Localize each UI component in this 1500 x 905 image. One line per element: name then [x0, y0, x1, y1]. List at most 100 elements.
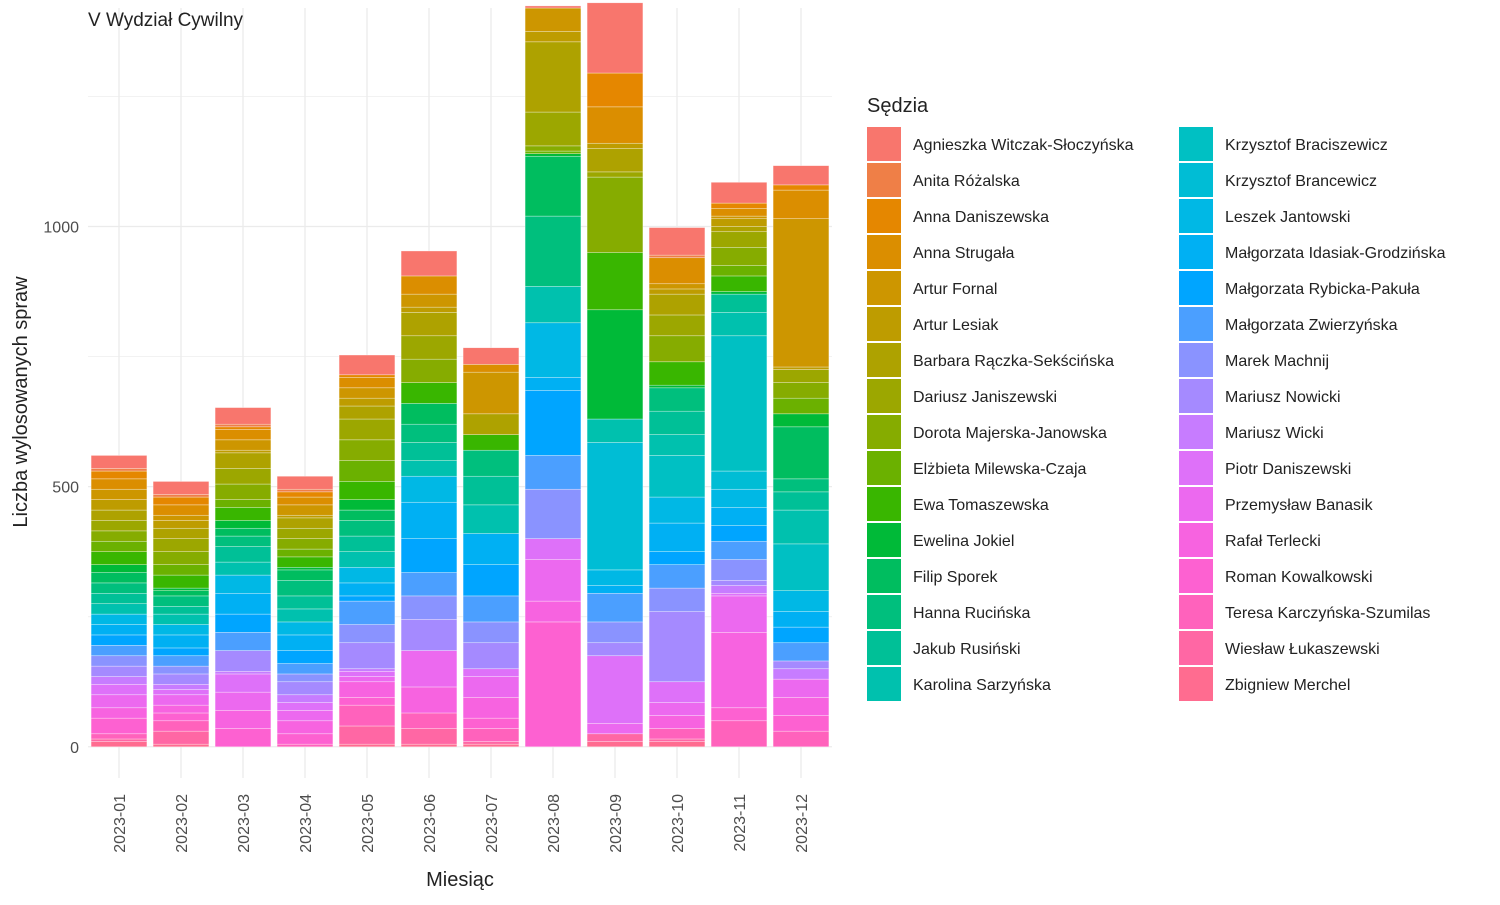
- legend-item: Ewa Tomaszewska: [867, 487, 1049, 521]
- bar-segment: [276, 504, 334, 516]
- bar-segment: [524, 538, 582, 560]
- bar-segment: [400, 595, 458, 620]
- legend-swatch: [1179, 451, 1213, 485]
- legend-swatch: [867, 487, 901, 521]
- x-tick-label: 2023-02: [174, 794, 191, 853]
- bar-segment: [338, 374, 396, 378]
- legend-item: Małgorzata Idasiak-Grodzińska: [1179, 235, 1446, 269]
- bar-segment: [152, 655, 210, 667]
- y-tick-label: 1000: [43, 220, 79, 237]
- legend-swatch: [867, 235, 901, 269]
- bar-segment: [338, 387, 396, 399]
- bar-segment: [276, 733, 334, 745]
- bar-segment: [214, 483, 272, 500]
- bar-segment: [214, 527, 272, 537]
- bar-segment: [400, 442, 458, 461]
- bar-segment: [648, 314, 706, 337]
- bar-segment: [462, 741, 520, 745]
- legend-label: Karolina Sarzyńska: [913, 677, 1051, 694]
- bar-segment: [772, 397, 830, 415]
- bar-segment: [400, 382, 458, 404]
- bar-segment: [276, 527, 334, 539]
- x-tick-label: 2023-11: [732, 794, 749, 852]
- bar-segment: [90, 455, 148, 469]
- bar-segment: [772, 218, 830, 368]
- bar-segment: [214, 439, 272, 451]
- bar-segment: [338, 725, 396, 745]
- bar-segment: [152, 520, 210, 529]
- bar-segment: [462, 533, 520, 565]
- bar-segment: [772, 369, 830, 383]
- bar-segment: [400, 619, 458, 651]
- legend-swatch: [867, 379, 901, 413]
- bar-segment: [586, 171, 644, 178]
- legend-swatch: [1179, 379, 1213, 413]
- bar-segment: [524, 559, 582, 602]
- bar-segment: [400, 686, 458, 714]
- bar-segment: [276, 517, 334, 529]
- bar-segment: [710, 312, 768, 337]
- bar-segment: [710, 202, 768, 209]
- bar-segment: [90, 665, 148, 677]
- bar-segment: [152, 743, 210, 748]
- bar-segment: [338, 520, 396, 537]
- legend-swatch: [867, 667, 901, 701]
- bar-segment: [772, 730, 830, 748]
- bar-segment: [338, 439, 396, 461]
- legend-swatch: [1179, 163, 1213, 197]
- bar-segment: [586, 418, 644, 443]
- bar-segment: [90, 488, 148, 500]
- bar-segment: [90, 645, 148, 657]
- bar-segment: [152, 574, 210, 589]
- bar-segment: [338, 354, 396, 376]
- bar-segment: [276, 579, 334, 597]
- bar-segment: [710, 218, 768, 227]
- bar-segment: [214, 452, 272, 469]
- x-tick-label: 2023-06: [422, 794, 439, 853]
- bar-segment: [710, 335, 768, 472]
- legend-item: Marek Machnij: [1179, 343, 1329, 377]
- legend-label: Rafał Terlecki: [1225, 533, 1321, 550]
- bar-segment: [214, 710, 272, 729]
- bar-segment: [338, 405, 396, 420]
- legend-swatch: [867, 271, 901, 305]
- bar-segment: [276, 475, 334, 490]
- legend-swatch: [1179, 307, 1213, 341]
- bar-segment: [90, 593, 148, 605]
- legend-swatch: [867, 163, 901, 197]
- legend-label: Filip Sporek: [913, 569, 998, 586]
- x-tick-label: 2023-04: [298, 794, 315, 853]
- bar-stack-2023-11: [710, 181, 768, 748]
- bar-segment: [276, 548, 334, 558]
- bar-segment: [586, 621, 644, 644]
- y-tick-label: 500: [52, 480, 79, 497]
- bar-segment: [400, 312, 458, 337]
- bar-segment: [90, 707, 148, 719]
- legend-label: Jakub Rusiński: [913, 641, 1021, 658]
- legend-label: Agnieszka Witczak-Słoczyńska: [913, 137, 1134, 154]
- bar-segment: [90, 676, 148, 685]
- x-tick-label: 2023-01: [112, 794, 129, 853]
- bar-segment: [152, 673, 210, 685]
- legend-item: Anna Strugała: [867, 235, 1015, 269]
- bar-segment: [152, 665, 210, 675]
- legend-item: Rafał Terlecki: [1179, 523, 1321, 557]
- legend-item: Filip Sporek: [867, 559, 998, 593]
- bar-segment: [90, 470, 148, 480]
- bar-segment: [524, 286, 582, 324]
- bar-segment: [710, 470, 768, 490]
- legend-swatch: [867, 451, 901, 485]
- bar-segment: [152, 527, 210, 539]
- bar-stack-2023-04: [276, 475, 334, 748]
- bar-segment: [400, 403, 458, 425]
- bar-segment: [90, 603, 148, 615]
- bar-segment: [214, 499, 272, 508]
- bar-segment: [90, 684, 148, 696]
- bar-segment: [586, 723, 644, 735]
- legend-label: Hanna Rucińska: [913, 605, 1031, 622]
- bar-segment: [338, 566, 396, 584]
- bar-segment: [462, 743, 520, 748]
- legend-label: Krzysztof Braciszewicz: [1225, 137, 1388, 154]
- bar-segment: [338, 671, 396, 677]
- bar-segment: [648, 611, 706, 683]
